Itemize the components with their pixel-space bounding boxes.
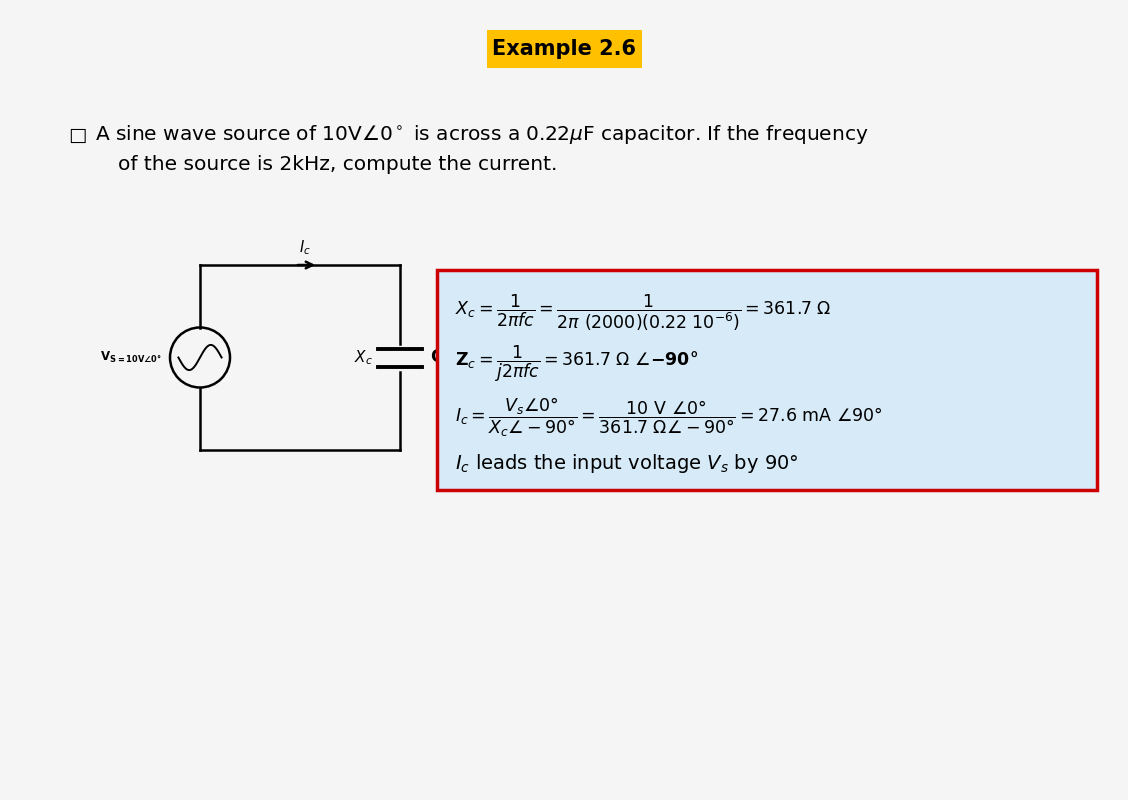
Text: □: □	[68, 126, 87, 145]
FancyBboxPatch shape	[486, 30, 642, 68]
Text: of the source is 2kHz, compute the current.: of the source is 2kHz, compute the curre…	[118, 155, 557, 174]
FancyBboxPatch shape	[437, 270, 1098, 490]
Text: $\mathbf{V_S}$$_{\mathbf{= 10V\angle 0°}}$: $\mathbf{V_S}$$_{\mathbf{= 10V\angle 0°}…	[100, 350, 162, 365]
Text: $I_c$ leads the input voltage $V_s$ by 90°: $I_c$ leads the input voltage $V_s$ by 9…	[455, 452, 799, 475]
Text: $I_c$: $I_c$	[299, 238, 311, 257]
Text: $\mathbf{Z}_c = \dfrac{1}{j2\pi fc} = 361.7\ \Omega\ \angle\mathbf{-90°}$: $\mathbf{Z}_c = \dfrac{1}{j2\pi fc} = 36…	[455, 344, 698, 385]
Text: Example 2.6: Example 2.6	[492, 39, 636, 59]
Text: $X_c =\dfrac{1}{2\pi fc} = \dfrac{1}{2\pi\ (2000)(0.22\ 10^{-6})} = 361.7\ \Omeg: $X_c =\dfrac{1}{2\pi fc} = \dfrac{1}{2\p…	[455, 292, 831, 333]
Text: A sine wave source of 10V$\angle$0$^\circ$ is across a 0.22$\mu$F capacitor. If : A sine wave source of 10V$\angle$0$^\cir…	[95, 123, 869, 146]
Text: $X_c$: $X_c$	[354, 348, 373, 367]
Text: $I_c = \dfrac{V_s\angle 0°}{X_c\angle -90°} = \dfrac{10\ \mathrm{V}\ \angle 0°}{: $I_c = \dfrac{V_s\angle 0°}{X_c\angle -9…	[455, 396, 883, 439]
Text: $\mathbf{C}$: $\mathbf{C}$	[430, 349, 443, 366]
